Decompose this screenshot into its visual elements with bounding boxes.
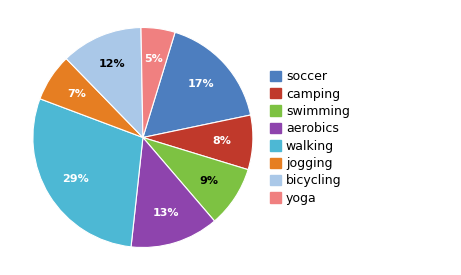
Legend: soccer, camping, swimming, aerobics, walking, jogging, bicycling, yoga: soccer, camping, swimming, aerobics, wal… [265, 65, 355, 210]
Text: 7%: 7% [67, 89, 86, 99]
Wedge shape [66, 28, 143, 138]
Text: 8%: 8% [213, 136, 231, 146]
Text: 12%: 12% [99, 59, 126, 69]
Wedge shape [141, 28, 175, 138]
Text: 17%: 17% [188, 79, 215, 89]
Wedge shape [40, 59, 143, 138]
Wedge shape [143, 115, 253, 170]
Text: 13%: 13% [153, 208, 180, 218]
Wedge shape [143, 138, 248, 221]
Text: 5%: 5% [145, 54, 163, 64]
Text: 29%: 29% [62, 174, 89, 184]
Wedge shape [143, 32, 251, 138]
Wedge shape [131, 138, 214, 248]
Text: 9%: 9% [200, 176, 219, 186]
Wedge shape [33, 99, 143, 247]
